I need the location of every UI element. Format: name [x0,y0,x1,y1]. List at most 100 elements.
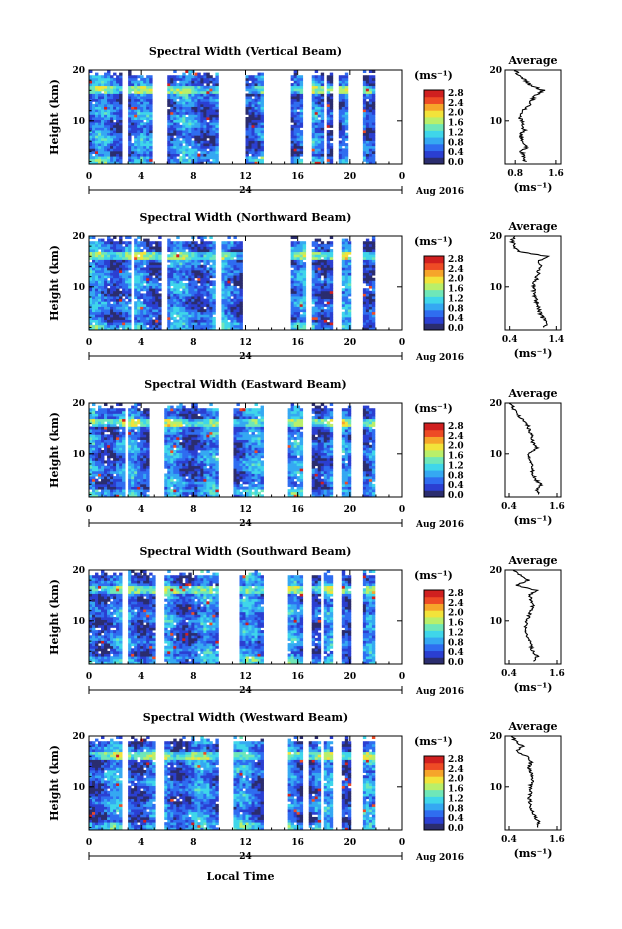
date-label: Aug 2016 [415,353,464,363]
heat-cell [116,476,120,480]
heat-cell [215,153,219,157]
heat-cell [215,148,219,152]
heat-cell [203,283,207,287]
heat-cell [311,75,316,79]
heat-cell [146,249,150,253]
heat-cell [92,117,96,121]
heat-cell [176,85,180,89]
heat-cell [200,98,204,102]
heat-cell [209,288,213,292]
heat-cell [290,153,295,157]
heat-cell [182,246,186,250]
heat-cell [95,465,99,469]
heat-cell [125,246,129,250]
heat-cell [296,137,301,141]
heat-cell [95,478,99,482]
heat-cell [227,269,231,273]
heat-cell [110,447,114,451]
heat-cell [296,264,301,268]
heat-cell [296,101,301,105]
heat-cell [92,246,96,250]
heat-cell [167,293,171,297]
heat-cell [368,301,373,305]
heat-cell [248,83,252,87]
heat-cell [98,463,102,467]
heat-cell [167,238,171,242]
heat-cell [95,93,99,97]
heat-cell [104,135,108,139]
heat-cell [107,283,111,287]
heat-cell [98,316,102,320]
heat-cell [362,77,367,81]
heat-cell [146,83,150,87]
heat-cell [101,132,105,136]
heat-cell [197,96,201,100]
heat-cell [302,298,307,302]
heat-cell [122,309,126,313]
heat-cell [113,135,117,139]
heat-cell [326,106,331,110]
heat-cell [131,106,135,110]
heat-cell [227,267,231,271]
heat-cell [143,93,147,97]
heat-cell [182,114,186,118]
heat-cell [371,114,376,118]
heat-cell [248,109,252,113]
heat-cell [341,143,346,147]
heat-cell [200,109,204,113]
heat-cell [125,322,129,326]
heat-cell [167,119,171,123]
heat-cell [236,293,240,297]
heat-cell [104,491,108,495]
heat-cell [200,269,204,273]
colorbar-swatch [424,130,444,138]
heat-cell [92,122,96,126]
heat-cell [140,470,144,474]
heat-cell [221,324,225,328]
heat-cell [215,122,219,126]
heat-cell [221,290,225,294]
heat-cell [116,280,120,284]
heat-cell [128,249,132,253]
heat-cell [188,98,192,102]
heat-cell [140,418,144,422]
heat-cell [179,75,183,79]
heat-cell [209,124,213,128]
heat-cell [98,148,102,152]
heat-cell [110,75,114,79]
heat-cell [200,145,204,149]
heat-cell [188,85,192,89]
heat-cell [107,478,111,482]
heat-cell [236,251,240,255]
heat-cell [95,262,99,266]
heat-cell [299,314,304,318]
heat-cell [116,303,120,307]
heat-cell [245,137,249,141]
heat-cell [224,319,228,323]
heat-cell [107,124,111,128]
heat-cell [215,137,219,141]
heat-cell [119,280,123,284]
heat-cell [212,262,216,266]
heat-cell [113,309,117,313]
heat-cell [92,416,96,420]
heat-cell [149,106,153,110]
heat-cell [344,77,349,81]
heat-cell [146,262,150,266]
heat-cell [104,413,108,417]
heat-cell [299,96,304,100]
heat-cell [338,98,343,102]
heat-cell [224,285,228,289]
heat-cell [143,473,147,477]
heat-cell [173,288,177,292]
heat-cell [368,77,373,81]
heat-cell [326,269,331,273]
heat-cell [212,148,216,152]
heat-cell [182,101,186,105]
heat-cell [140,483,144,487]
heat-cell [185,267,189,271]
heat-cell [233,285,237,289]
heat-cell [134,463,138,467]
heat-cell [110,109,114,113]
heat-cell [104,267,108,271]
